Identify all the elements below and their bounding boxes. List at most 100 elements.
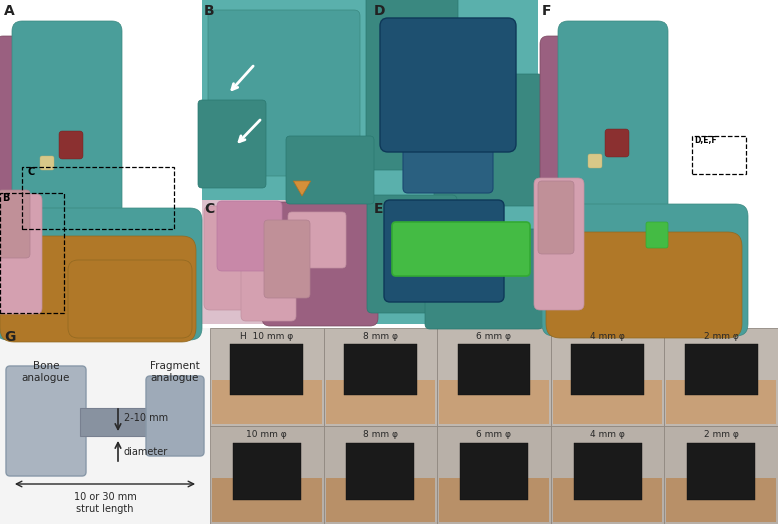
Bar: [457, 344, 531, 395]
Bar: [685, 344, 758, 395]
Text: 10 mm φ: 10 mm φ: [247, 430, 287, 439]
Bar: [553, 380, 662, 424]
Text: 2 mm φ: 2 mm φ: [704, 430, 738, 439]
Text: F: F: [542, 4, 552, 18]
Text: E: E: [374, 202, 384, 216]
FancyBboxPatch shape: [288, 212, 346, 268]
FancyBboxPatch shape: [538, 181, 574, 254]
Text: B: B: [204, 4, 215, 18]
Text: D,E,F: D,E,F: [694, 136, 717, 145]
Text: C: C: [28, 167, 35, 177]
Bar: [233, 443, 301, 499]
FancyBboxPatch shape: [262, 202, 378, 326]
FancyBboxPatch shape: [286, 136, 374, 204]
Bar: [0, 0, 198, 328]
FancyBboxPatch shape: [40, 156, 54, 170]
Text: 10 or 30 mm
strut length: 10 or 30 mm strut length: [74, 492, 136, 515]
FancyBboxPatch shape: [59, 131, 83, 159]
Bar: [440, 380, 548, 424]
Text: 8 mm φ: 8 mm φ: [363, 430, 398, 439]
Bar: [573, 443, 642, 499]
FancyBboxPatch shape: [6, 366, 86, 476]
Bar: [540, 0, 778, 324]
Bar: [80, 408, 152, 436]
Text: 6 mm φ: 6 mm φ: [476, 332, 511, 341]
Bar: [571, 344, 644, 395]
Bar: [0, 193, 64, 313]
FancyBboxPatch shape: [241, 256, 296, 321]
Text: 6 mm φ: 6 mm φ: [476, 430, 511, 439]
FancyBboxPatch shape: [68, 260, 192, 338]
Text: G: G: [4, 330, 16, 344]
Bar: [551, 426, 664, 524]
FancyBboxPatch shape: [558, 21, 668, 259]
Bar: [667, 478, 776, 522]
Bar: [210, 328, 324, 426]
Bar: [212, 478, 321, 522]
Text: A: A: [4, 4, 15, 18]
Text: Fragment
analogue: Fragment analogue: [150, 361, 200, 384]
FancyBboxPatch shape: [367, 195, 457, 313]
Bar: [440, 478, 548, 522]
FancyBboxPatch shape: [0, 208, 202, 340]
Bar: [346, 443, 415, 499]
FancyBboxPatch shape: [208, 10, 360, 176]
Bar: [664, 328, 778, 426]
FancyBboxPatch shape: [0, 194, 42, 314]
Text: Bone
analogue: Bone analogue: [22, 361, 70, 384]
Bar: [437, 328, 551, 426]
Bar: [692, 136, 746, 174]
Text: 2-10 mm: 2-10 mm: [124, 413, 168, 423]
Bar: [372, 200, 538, 324]
Bar: [22, 167, 174, 229]
Bar: [344, 344, 417, 395]
Text: H  10 mm φ: H 10 mm φ: [240, 332, 293, 341]
Text: 2 mm φ: 2 mm φ: [704, 332, 738, 341]
FancyBboxPatch shape: [534, 178, 584, 310]
Text: 4 mm φ: 4 mm φ: [591, 430, 625, 439]
Bar: [324, 328, 437, 426]
Text: 4 mm φ: 4 mm φ: [591, 332, 625, 341]
FancyBboxPatch shape: [146, 376, 204, 456]
FancyBboxPatch shape: [198, 100, 266, 188]
Bar: [551, 328, 664, 426]
FancyBboxPatch shape: [366, 0, 458, 170]
Bar: [324, 426, 437, 524]
Bar: [553, 478, 662, 522]
FancyBboxPatch shape: [0, 190, 30, 258]
Bar: [230, 344, 303, 395]
FancyBboxPatch shape: [380, 18, 516, 152]
Bar: [460, 443, 528, 499]
Bar: [437, 426, 551, 524]
FancyBboxPatch shape: [264, 220, 310, 298]
FancyBboxPatch shape: [588, 154, 602, 168]
FancyBboxPatch shape: [646, 222, 668, 248]
Bar: [687, 443, 755, 499]
Bar: [664, 426, 778, 524]
Bar: [202, 0, 370, 200]
FancyBboxPatch shape: [204, 206, 281, 310]
Text: B: B: [2, 193, 9, 203]
FancyBboxPatch shape: [0, 36, 39, 272]
FancyBboxPatch shape: [403, 127, 493, 193]
Bar: [372, 0, 538, 200]
Bar: [210, 426, 324, 524]
FancyBboxPatch shape: [434, 74, 544, 206]
FancyBboxPatch shape: [425, 229, 543, 329]
FancyBboxPatch shape: [392, 222, 530, 276]
Bar: [202, 200, 370, 324]
Bar: [212, 380, 321, 424]
FancyBboxPatch shape: [384, 200, 504, 302]
FancyBboxPatch shape: [542, 204, 748, 336]
FancyBboxPatch shape: [540, 36, 584, 270]
Bar: [0, 328, 210, 524]
Text: 8 mm φ: 8 mm φ: [363, 332, 398, 341]
FancyBboxPatch shape: [12, 21, 122, 259]
FancyBboxPatch shape: [546, 232, 742, 338]
Bar: [326, 380, 435, 424]
FancyBboxPatch shape: [0, 236, 196, 342]
Text: D: D: [374, 4, 386, 18]
Text: diameter: diameter: [124, 447, 168, 457]
Text: C: C: [204, 202, 214, 216]
FancyBboxPatch shape: [605, 129, 629, 157]
